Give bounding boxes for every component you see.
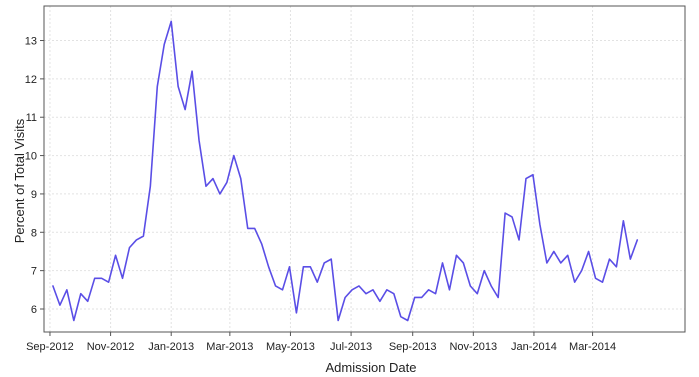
y-tick-label: 13 <box>25 36 37 48</box>
series-line <box>52 20 639 322</box>
gridlines <box>44 6 685 332</box>
x-tick-label: Mar-2013 <box>206 341 253 353</box>
x-tick-label: Jan-2013 <box>148 341 194 353</box>
y-tick-label: 7 <box>31 266 37 278</box>
x-tick-label: Sep-2012 <box>26 341 74 353</box>
x-axis-ticks: Sep-2012 Nov-2012 Jan-2013 Mar-2013 May-2013… <box>26 332 616 353</box>
x-tick-label: May-2013 <box>266 341 315 353</box>
x-axis-title: Admission Date <box>325 360 416 375</box>
x-tick-label: Jul-2013 <box>330 341 372 353</box>
y-tick-label: 9 <box>31 189 37 201</box>
x-tick-label: Nov-2012 <box>87 341 135 353</box>
y-axis-ticks: 6 7 8 9 10 11 12 13 <box>25 36 44 316</box>
y-axis-title: Percent of Total Visits <box>12 118 27 243</box>
plot-frame <box>43 5 686 333</box>
x-tick-label: Jan-2014 <box>511 341 557 353</box>
x-tick-label: Sep-2013 <box>389 341 437 353</box>
y-tick-label: 10 <box>25 151 37 163</box>
y-tick-label: 12 <box>25 74 37 86</box>
y-tick-label: 8 <box>31 227 37 239</box>
x-tick-label: Mar-2014 <box>569 341 616 353</box>
y-tick-label: 6 <box>31 304 37 316</box>
x-tick-label: Nov-2013 <box>449 341 497 353</box>
y-tick-label: 11 <box>26 112 37 124</box>
